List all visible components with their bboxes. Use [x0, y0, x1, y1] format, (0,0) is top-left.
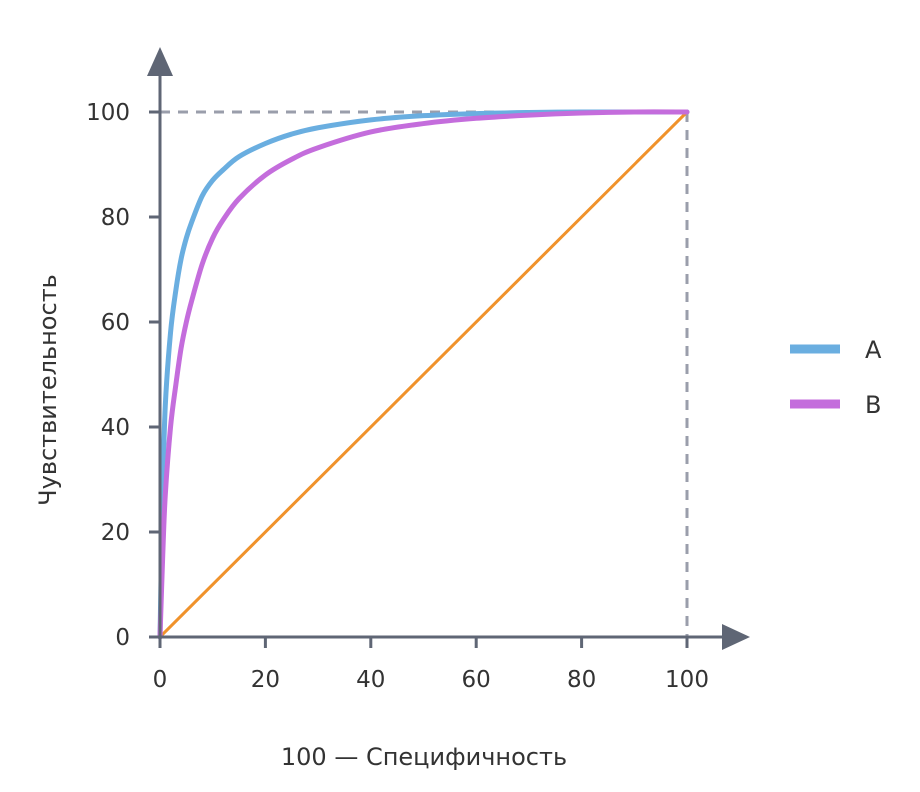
y-axis-title: Чувствительность	[34, 274, 62, 506]
x-tick-label: 0	[153, 667, 168, 693]
series-line-b	[157, 109, 690, 640]
x-tick-label: 100	[665, 667, 709, 693]
series-layer	[157, 109, 690, 640]
axes	[147, 47, 750, 650]
legend: AB	[790, 336, 882, 419]
x-tick-label: 60	[462, 667, 491, 693]
y-tick-label: 40	[101, 415, 130, 441]
x-axis-title: 100 — Специфичность	[281, 743, 567, 771]
legend-label-a: A	[865, 336, 882, 364]
y-tick-label: 80	[101, 205, 130, 231]
x-tick-label: 20	[251, 667, 280, 693]
y-tick-label: 100	[86, 100, 130, 126]
tick-layer: 0 20 40 60 80 100 0 20 40 60 80 100	[86, 100, 709, 693]
y-tick-label: 60	[101, 310, 130, 336]
reference-diagonal-line	[158, 110, 689, 639]
legend-label-b: B	[865, 391, 881, 419]
y-axis-arrow-icon	[147, 47, 173, 76]
x-tick-label: 40	[356, 667, 385, 693]
x-tick-label: 80	[567, 667, 596, 693]
y-tick-label: 20	[101, 520, 130, 546]
y-tick-label: 0	[115, 625, 130, 651]
series-line-a	[157, 109, 690, 640]
reference-line-group	[158, 110, 689, 639]
x-axis-arrow-icon	[722, 624, 750, 650]
